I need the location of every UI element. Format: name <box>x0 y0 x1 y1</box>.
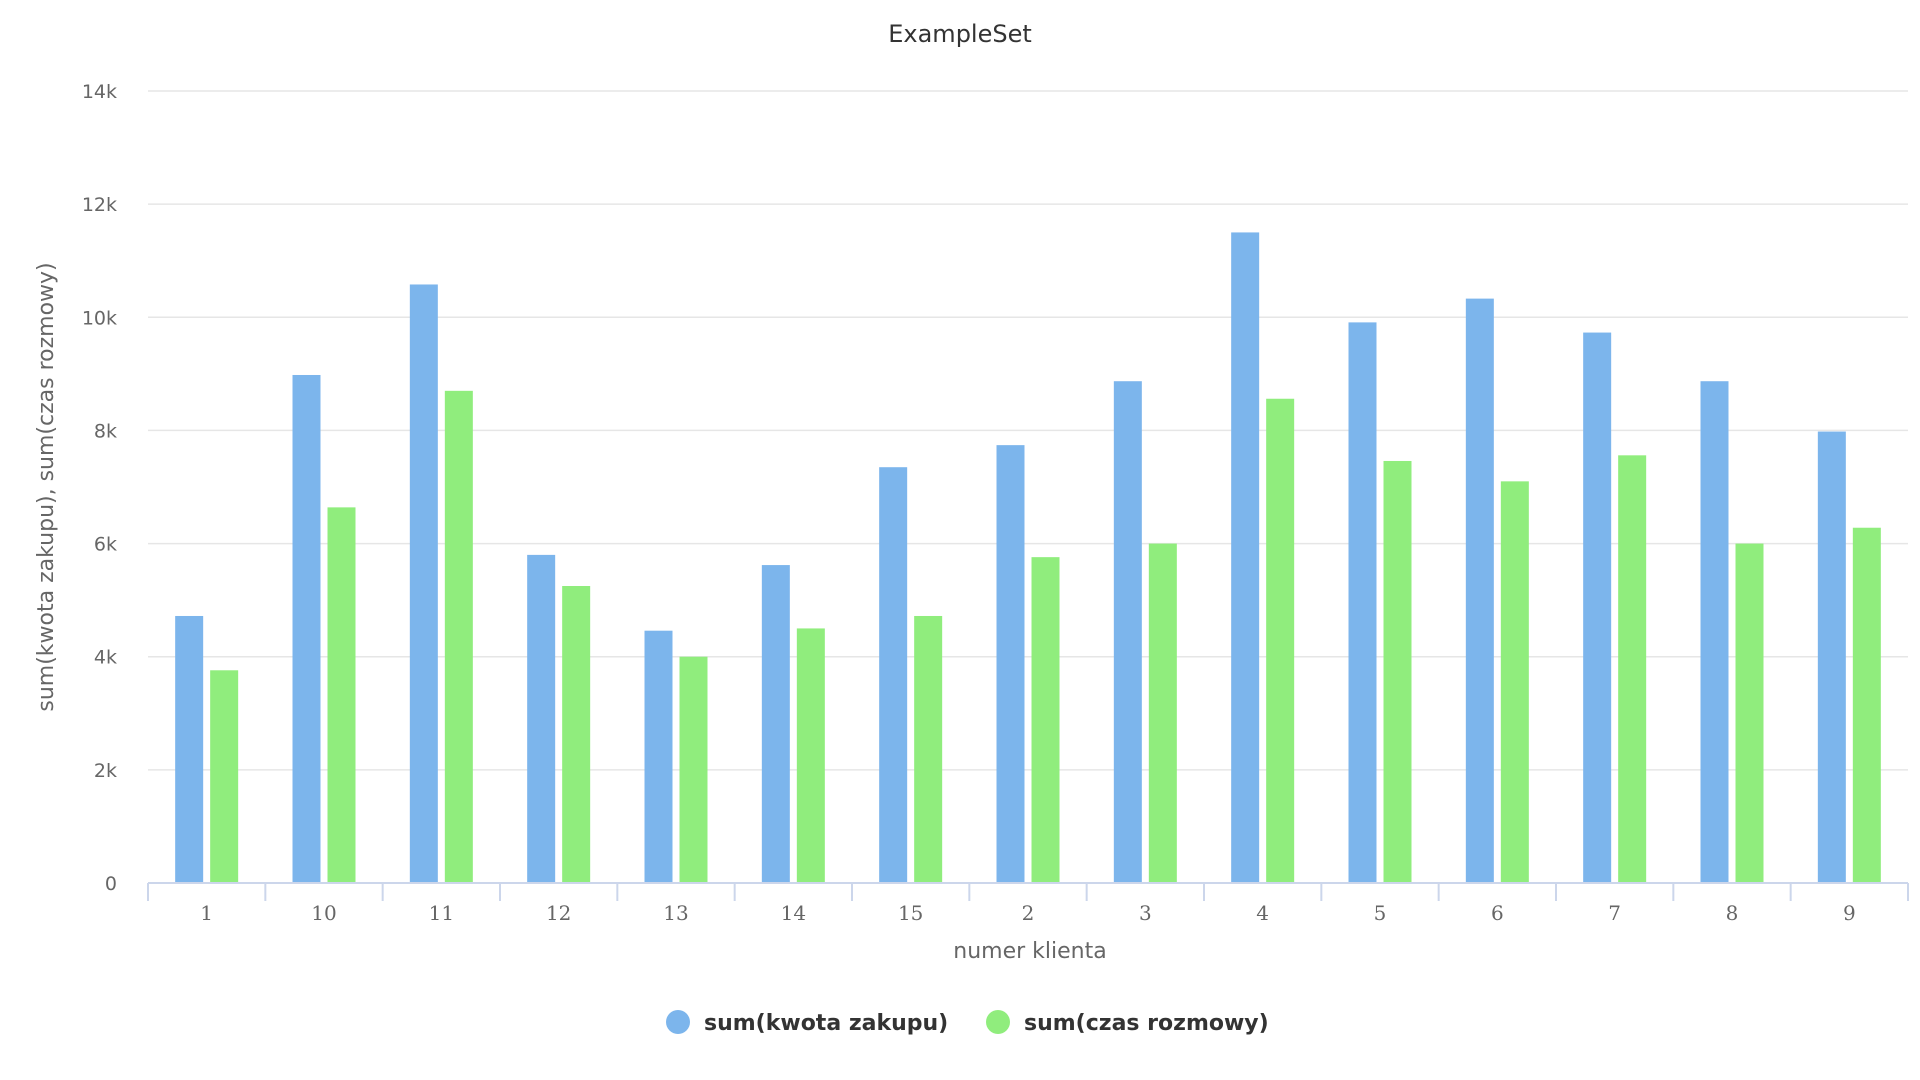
bar-czas-rozmowy-5[interactable] <box>1383 460 1412 883</box>
x-tick-label: 8 <box>1726 901 1739 925</box>
bar-czas-rozmowy-1[interactable] <box>210 670 239 883</box>
x-tick-label: 4 <box>1256 901 1269 925</box>
bar-kwota-zakupu-15[interactable] <box>879 467 908 883</box>
y-tick-label: 14k <box>82 81 117 103</box>
bar-kwota-zakupu-6[interactable] <box>1465 298 1494 883</box>
y-axis-ticks: 0 2k 4k 6k 8k 10k 12k 14k <box>82 81 117 895</box>
bar-kwota-zakupu-12[interactable] <box>527 554 556 883</box>
bar-czas-rozmowy-3[interactable] <box>1148 543 1177 883</box>
bar-czas-rozmowy-10[interactable] <box>327 507 356 883</box>
bar-kwota-zakupu-8[interactable] <box>1700 381 1729 883</box>
bar-kwota-zakupu-10[interactable] <box>292 374 321 883</box>
legend-item-czas-rozmowy[interactable]: sum(czas rozmowy) <box>986 1010 1269 1036</box>
bar-kwota-zakupu-7[interactable] <box>1583 332 1612 883</box>
bars <box>175 232 1881 884</box>
legend-label: sum(czas rozmowy) <box>1024 1011 1269 1036</box>
x-tick-label: 10 <box>311 901 336 925</box>
x-axis: 1 10 11 12 13 14 15 2 3 4 5 6 7 8 9 <box>147 882 1909 925</box>
bar-czas-rozmowy-12[interactable] <box>562 586 591 883</box>
y-tick-label: 6k <box>94 534 117 556</box>
x-tick-label: 9 <box>1843 901 1856 925</box>
gridlines <box>148 90 1908 771</box>
y-axis-label: sum(kwota zakupu), sum(czas rozmowy) <box>34 262 59 711</box>
bar-kwota-zakupu-4[interactable] <box>1231 232 1260 883</box>
bar-kwota-zakupu-5[interactable] <box>1348 322 1377 883</box>
legend-marker-icon <box>986 1010 1010 1034</box>
x-tick-label: 6 <box>1491 901 1504 925</box>
y-tick-label: 0 <box>105 873 117 895</box>
bar-kwota-zakupu-11[interactable] <box>409 284 438 884</box>
bar-kwota-zakupu-13[interactable] <box>644 630 673 883</box>
y-tick-label: 10k <box>82 307 117 329</box>
bar-czas-rozmowy-14[interactable] <box>796 628 825 883</box>
x-tick-label: 13 <box>663 901 688 925</box>
chart-title: ExampleSet <box>888 20 1032 48</box>
bar-czas-rozmowy-9[interactable] <box>1852 527 1881 883</box>
legend-item-kwota-zakupu[interactable]: sum(kwota zakupu) <box>666 1010 948 1036</box>
x-tick-label: 14 <box>781 901 806 925</box>
bar-czas-rozmowy-2[interactable] <box>1031 557 1060 883</box>
x-tick-label: 1 <box>200 901 213 925</box>
y-tick-label: 4k <box>94 647 117 669</box>
bar-czas-rozmowy-15[interactable] <box>914 615 943 883</box>
legend-marker-icon <box>666 1010 690 1034</box>
x-tick-label: 5 <box>1374 901 1387 925</box>
bar-czas-rozmowy-6[interactable] <box>1500 481 1529 883</box>
y-tick-label: 8k <box>94 420 117 442</box>
x-tick-label: 11 <box>429 901 454 925</box>
bar-kwota-zakupu-9[interactable] <box>1817 431 1846 883</box>
bar-czas-rozmowy-13[interactable] <box>679 656 708 883</box>
bar-czas-rozmowy-8[interactable] <box>1735 543 1764 883</box>
x-tick-label: 12 <box>546 901 571 925</box>
x-tick-label: 7 <box>1608 901 1621 925</box>
bar-kwota-zakupu-1[interactable] <box>175 615 204 883</box>
legend-label: sum(kwota zakupu) <box>704 1011 948 1036</box>
legend: sum(kwota zakupu) sum(czas rozmowy) <box>666 1010 1269 1036</box>
x-tick-label: 3 <box>1139 901 1152 925</box>
x-tick-label: 15 <box>898 901 923 925</box>
x-axis-label: numer klienta <box>953 939 1106 964</box>
y-tick-label: 2k <box>94 760 117 782</box>
x-tick-label: 2 <box>1022 901 1035 925</box>
bar-kwota-zakupu-14[interactable] <box>761 565 790 883</box>
y-tick-label: 12k <box>82 194 117 216</box>
bar-czas-rozmowy-11[interactable] <box>444 390 473 883</box>
bar-kwota-zakupu-3[interactable] <box>1113 381 1142 883</box>
bar-czas-rozmowy-4[interactable] <box>1266 398 1295 883</box>
bar-czas-rozmowy-7[interactable] <box>1618 455 1647 883</box>
bar-kwota-zakupu-2[interactable] <box>996 445 1025 883</box>
